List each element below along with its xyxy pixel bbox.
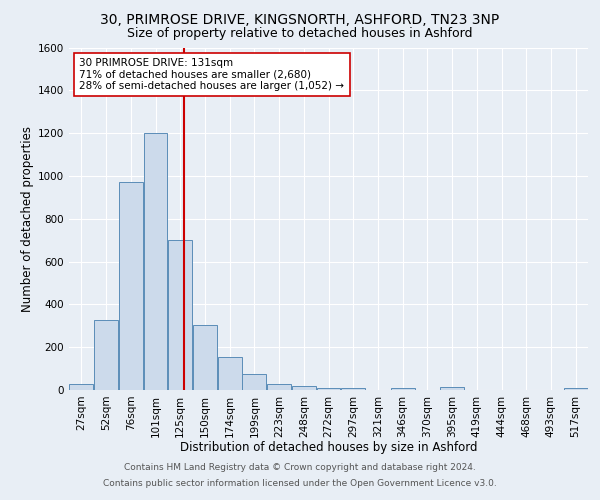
Bar: [242, 374, 266, 390]
Text: Contains HM Land Registry data © Crown copyright and database right 2024.: Contains HM Land Registry data © Crown c…: [124, 464, 476, 472]
Bar: [143, 133, 167, 390]
Bar: [70, 384, 94, 390]
X-axis label: Distribution of detached houses by size in Ashford: Distribution of detached houses by size …: [180, 441, 477, 454]
Bar: [94, 320, 118, 390]
Text: 30 PRIMROSE DRIVE: 131sqm
71% of detached houses are smaller (2,680)
28% of semi: 30 PRIMROSE DRIVE: 131sqm 71% of detache…: [79, 58, 344, 91]
Bar: [440, 387, 464, 390]
Bar: [168, 240, 192, 390]
Text: 30, PRIMROSE DRIVE, KINGSNORTH, ASHFORD, TN23 3NP: 30, PRIMROSE DRIVE, KINGSNORTH, ASHFORD,…: [100, 12, 500, 26]
Bar: [193, 324, 217, 390]
Bar: [563, 388, 587, 390]
Bar: [292, 386, 316, 390]
Y-axis label: Number of detached properties: Number of detached properties: [21, 126, 34, 312]
Bar: [341, 388, 365, 390]
Bar: [119, 182, 143, 390]
Bar: [267, 384, 291, 390]
Bar: [317, 388, 340, 390]
Text: Size of property relative to detached houses in Ashford: Size of property relative to detached ho…: [127, 28, 473, 40]
Text: Contains public sector information licensed under the Open Government Licence v3: Contains public sector information licen…: [103, 478, 497, 488]
Bar: [218, 357, 242, 390]
Bar: [391, 388, 415, 390]
